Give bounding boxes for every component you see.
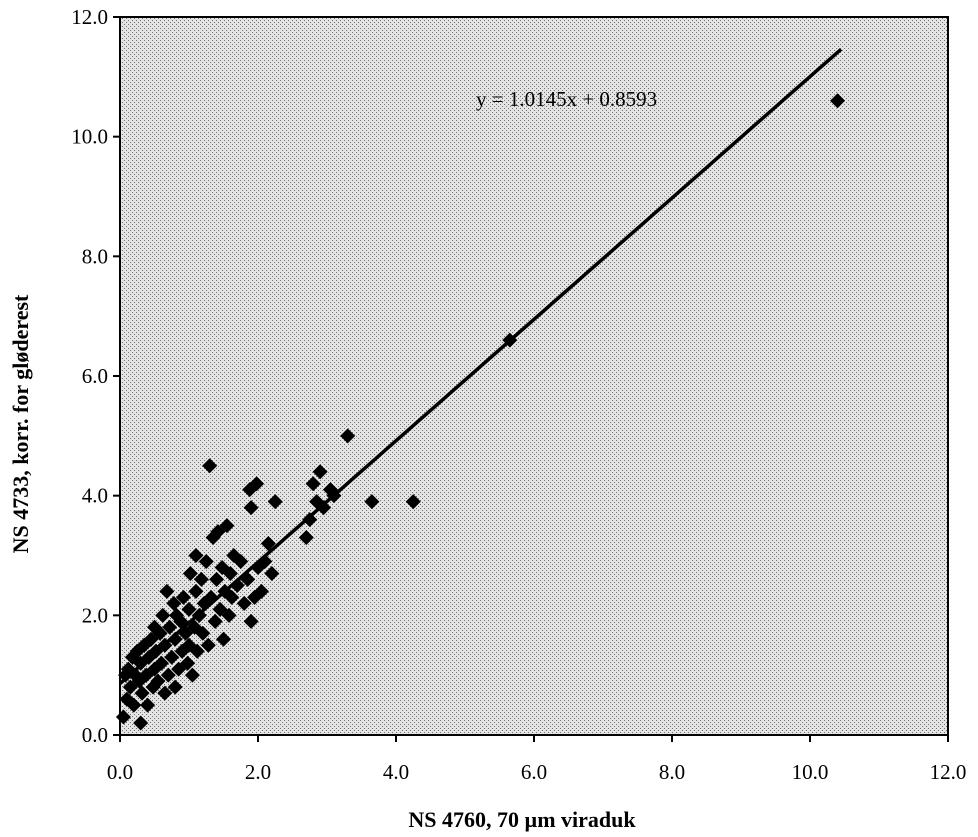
- data-point: [243, 613, 259, 629]
- data-point: [209, 571, 225, 587]
- data-point: [249, 476, 265, 492]
- trendline: [118, 47, 843, 685]
- data-point: [118, 667, 134, 683]
- data-point: [126, 697, 142, 713]
- y-tick-label: 6.0: [82, 364, 108, 388]
- data-point: [298, 530, 314, 546]
- data-point: [195, 625, 211, 641]
- data-points: [115, 93, 846, 731]
- data-point: [405, 494, 421, 510]
- y-tick-label: 2.0: [82, 603, 108, 627]
- data-point: [305, 476, 321, 492]
- data-point: [264, 565, 280, 581]
- data-point: [216, 631, 231, 647]
- data-point: [167, 679, 183, 695]
- data-point: [243, 500, 259, 516]
- x-tick-label: 2.0: [245, 760, 271, 784]
- data-point: [224, 589, 240, 605]
- data-point: [159, 583, 175, 599]
- data-point: [302, 512, 318, 528]
- data-point: [152, 625, 168, 641]
- data-point: [157, 685, 173, 701]
- data-point: [202, 458, 218, 474]
- data-point: [221, 607, 237, 623]
- x-tick-label: 0.0: [107, 760, 133, 784]
- data-point: [166, 595, 182, 611]
- y-axis-title: NS 4733, korr. for gløderest: [8, 294, 33, 553]
- data-point: [164, 649, 180, 665]
- data-point: [160, 667, 176, 683]
- data-point: [236, 595, 252, 611]
- y-tick-label: 12.0: [71, 5, 108, 29]
- data-point: [181, 601, 197, 617]
- data-point: [184, 667, 200, 683]
- data-point: [200, 637, 216, 653]
- data-point: [340, 428, 356, 444]
- data-point: [193, 571, 209, 587]
- data-point: [188, 548, 204, 563]
- data-point: [207, 613, 223, 629]
- data-point: [175, 589, 191, 605]
- data-point: [219, 518, 235, 534]
- data-point: [260, 536, 276, 552]
- y-tick-label: 0.0: [82, 723, 108, 747]
- data-point: [153, 655, 169, 671]
- data-point: [133, 715, 149, 731]
- data-point: [233, 553, 249, 569]
- y-tick-label: 4.0: [82, 484, 108, 508]
- data-point: [312, 464, 328, 480]
- x-axis-title: NS 4760, 70 µm viraduk: [408, 807, 636, 832]
- x-tick-label: 4.0: [383, 760, 409, 784]
- y-tick-label: 10.0: [71, 125, 108, 149]
- trendline-equation: y = 1.0145x + 0.8593: [476, 87, 657, 111]
- data-point: [140, 697, 156, 713]
- data-point: [182, 565, 198, 581]
- x-axis: 0.0 2.0 4.0 6.0 8.0 10.0 12.0: [107, 735, 967, 784]
- data-point: [267, 494, 283, 510]
- data-point: [189, 643, 205, 659]
- data-point: [162, 619, 178, 635]
- plot-area: [120, 17, 948, 735]
- data-point: [167, 631, 183, 647]
- data-point: [180, 655, 196, 671]
- data-point: [364, 494, 380, 510]
- data-point: [222, 565, 238, 581]
- y-tick-label: 8.0: [82, 244, 108, 268]
- data-point: [188, 583, 204, 599]
- y-axis: 0.0 2.0 4.0 6.0 8.0 10.0 12.0: [71, 5, 120, 747]
- x-tick-label: 12.0: [930, 760, 967, 784]
- x-tick-label: 10.0: [792, 760, 829, 784]
- x-tick-label: 6.0: [521, 760, 547, 784]
- data-point: [150, 673, 166, 689]
- data-point: [155, 607, 171, 623]
- data-point: [830, 93, 846, 109]
- data-point: [253, 583, 269, 599]
- data-point: [198, 553, 214, 569]
- x-tick-label: 8.0: [659, 760, 685, 784]
- data-point: [134, 685, 150, 701]
- data-point: [316, 500, 332, 516]
